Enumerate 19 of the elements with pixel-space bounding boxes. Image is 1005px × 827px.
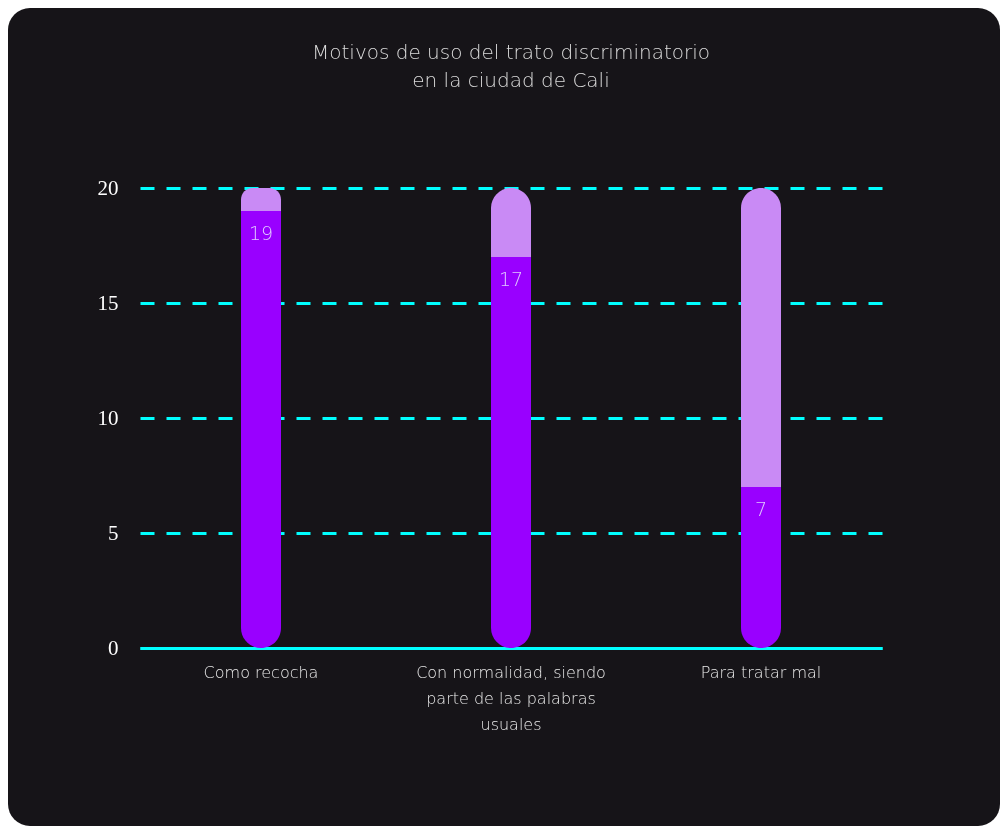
bar (491, 257, 531, 648)
bar (741, 487, 781, 648)
y-tick-label: 20 (97, 175, 119, 200)
y-tick-label: 15 (97, 290, 119, 315)
x-tick-label: Para tratar mal (700, 662, 822, 682)
data-label: 7 (754, 498, 768, 520)
data-label: 17 (498, 268, 524, 290)
bar (491, 188, 531, 257)
text: en la ciudad de Cali (412, 68, 610, 92)
text: Motivos de uso del trato discriminatorio (312, 40, 710, 64)
bar (241, 188, 281, 211)
x-tick-label: Con normalidad, siendo parte de las palabras usuales (416, 662, 606, 734)
x-tick-label: Como recocha (203, 662, 319, 682)
data-label: 19 (248, 222, 274, 244)
y-tick-label: 0 (108, 635, 119, 660)
y-tick-label: 10 (97, 405, 119, 430)
y-tick-label: 5 (108, 520, 119, 545)
bar (241, 211, 281, 648)
bar (741, 188, 781, 487)
